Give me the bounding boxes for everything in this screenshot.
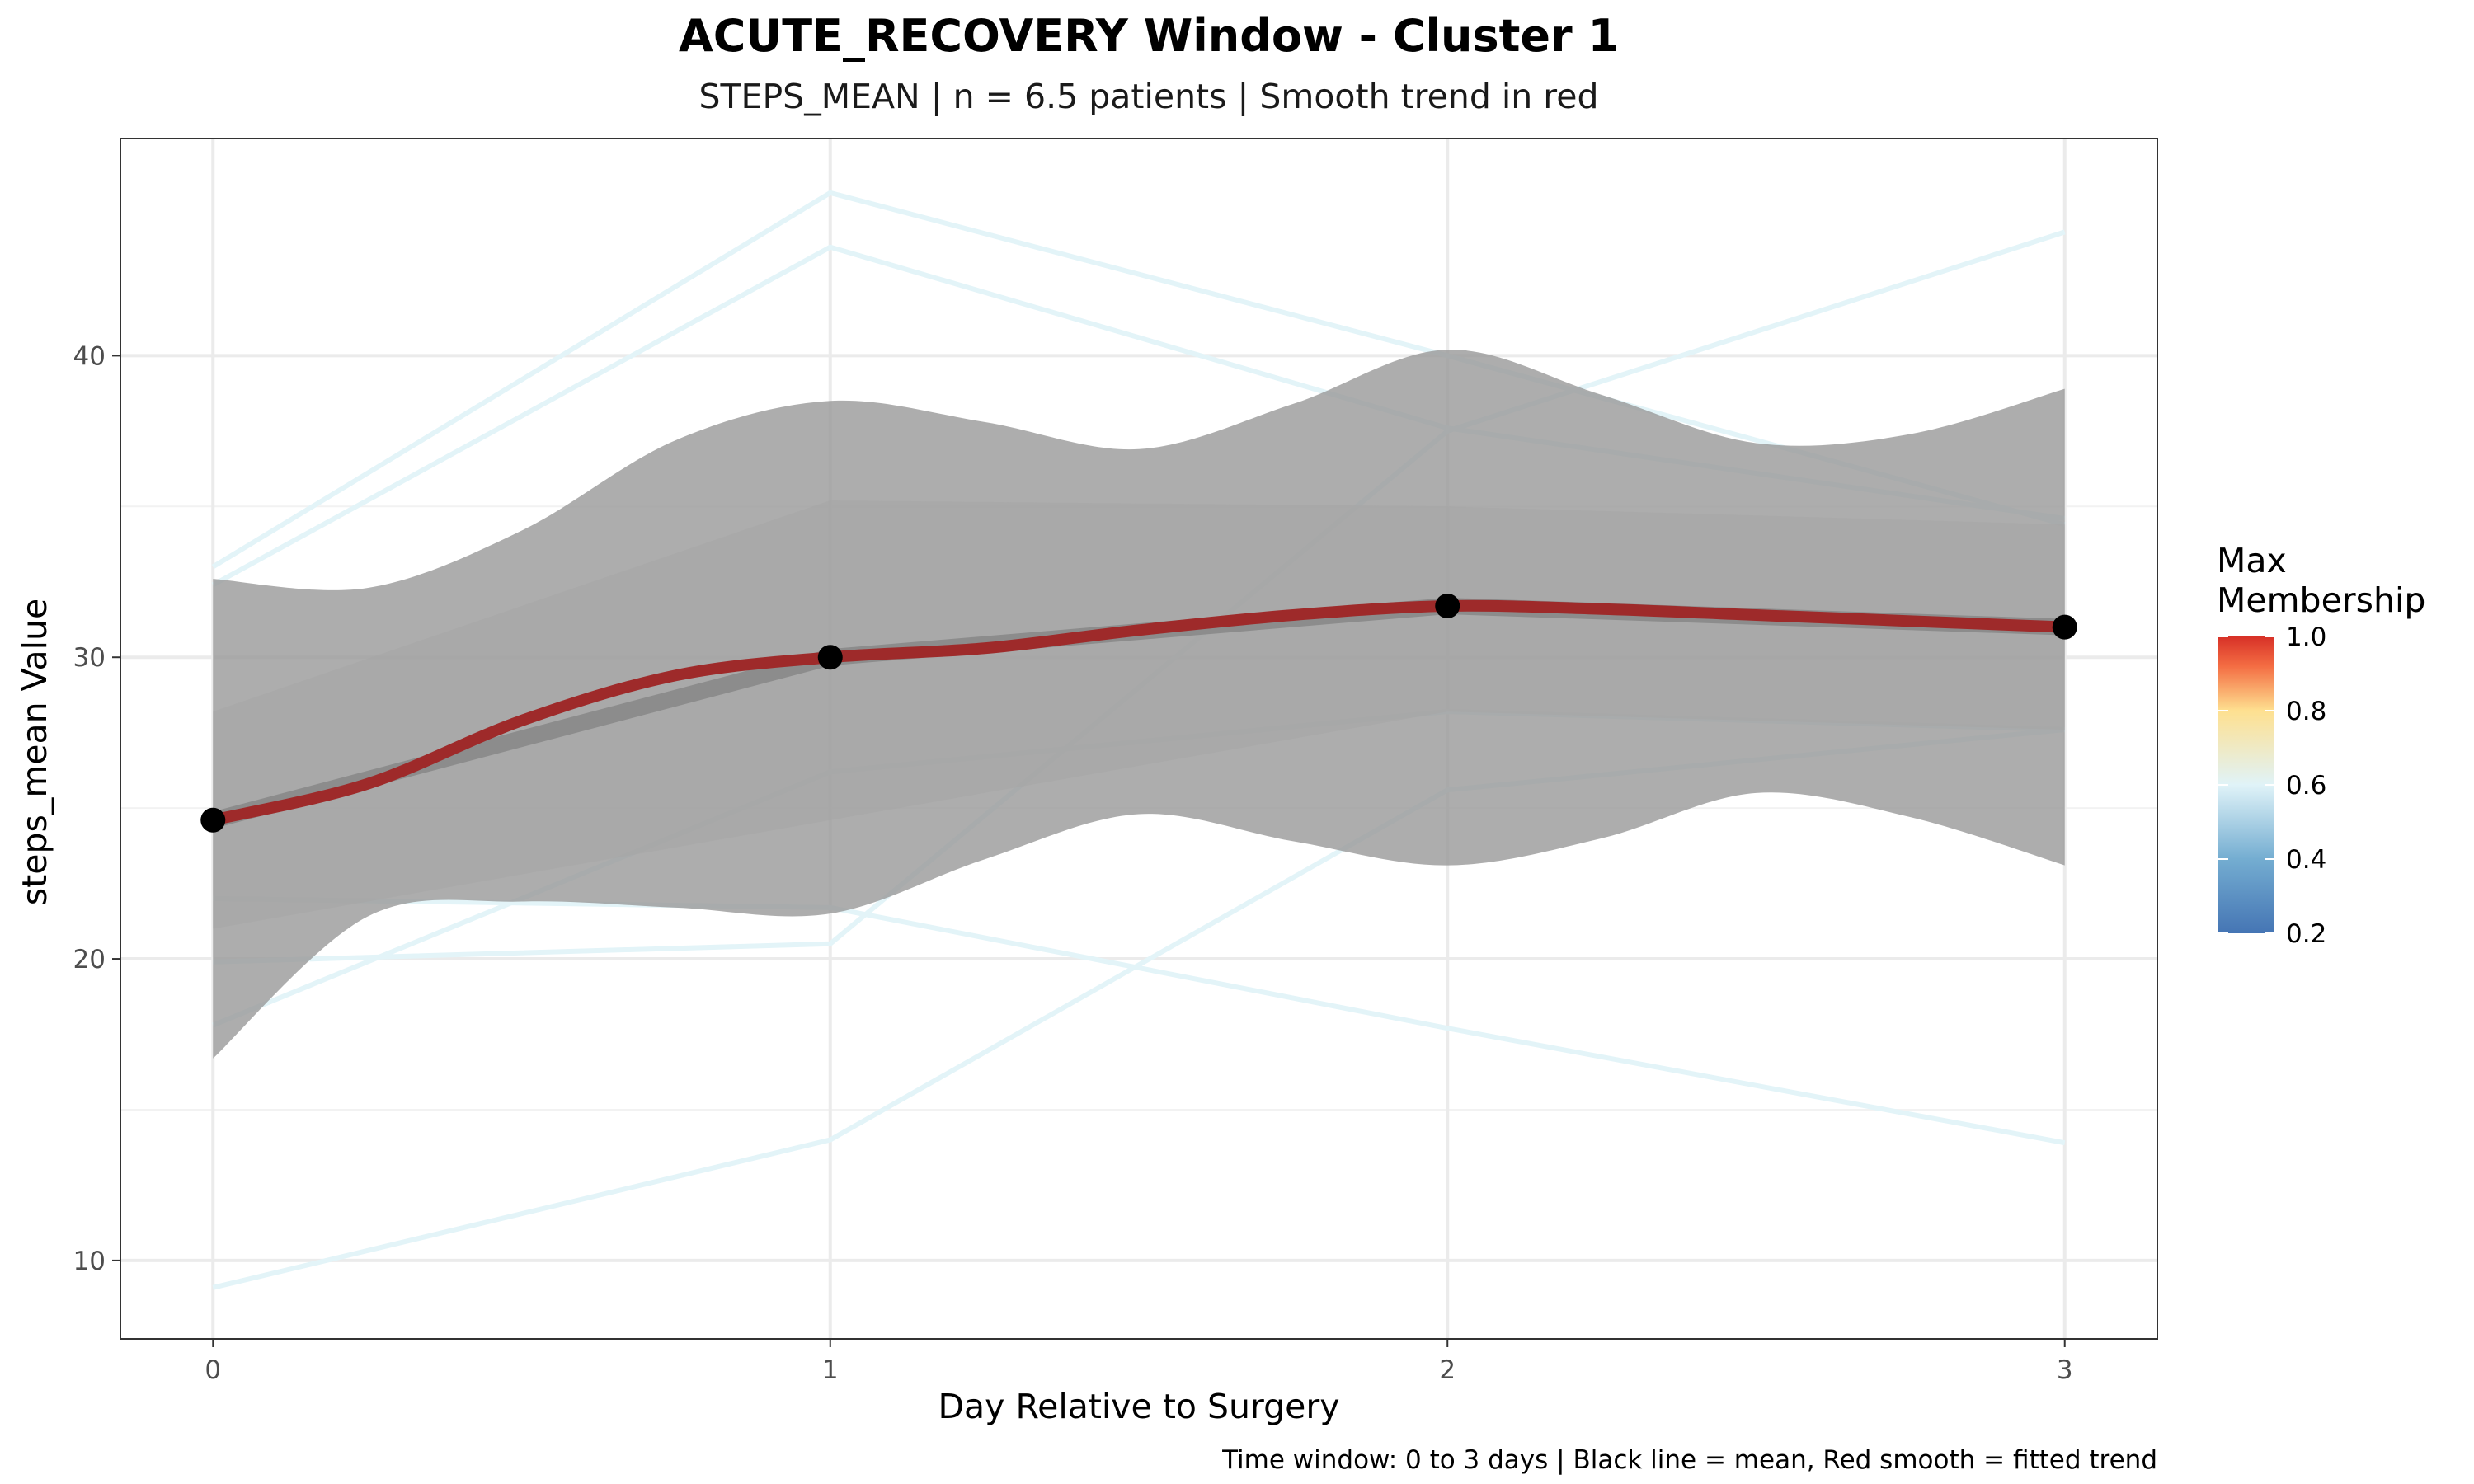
- chart-subtitle: STEPS_MEAN | n = 6.5 patients | Smooth t…: [698, 77, 1598, 116]
- x-tick-label: 3: [2057, 1355, 2073, 1385]
- y-tick-label: 10: [73, 1247, 106, 1276]
- x-axis-title: Day Relative to Surgery: [938, 1387, 1339, 1426]
- mean-point: [817, 645, 843, 670]
- legend-tick-label: 1.0: [2286, 622, 2326, 652]
- legend-tick-label: 0.2: [2286, 919, 2326, 949]
- axis-layer: 10 20 30 40 0 1 2 3: [73, 341, 2073, 1385]
- mean-points: [200, 594, 2077, 833]
- legend: Max Membership 0.2 0.4 0.6 0.8 1.0: [2217, 541, 2425, 949]
- legend-tick-label: 0.6: [2286, 771, 2326, 801]
- patient-line: [213, 895, 2066, 1146]
- mean-point: [200, 807, 226, 833]
- legend-ticks: 0.2 0.4 0.6 0.8 1.0: [2218, 622, 2326, 949]
- smooth-trend-line: [207, 599, 2071, 826]
- x-tick-label: 0: [205, 1355, 221, 1385]
- legend-tick-label: 0.8: [2286, 697, 2326, 726]
- chart-caption: Time window: 0 to 3 days | Black line = …: [1221, 1445, 2157, 1475]
- patient-line: [211, 190, 2066, 570]
- y-axis-title: steps_mean Value: [15, 599, 54, 905]
- legend-tick-label: 0.4: [2286, 845, 2326, 875]
- y-tick-label: 30: [73, 643, 106, 673]
- x-tick-label: 1: [822, 1355, 839, 1385]
- plot-border: [120, 138, 2158, 1340]
- y-tick-label: 20: [73, 945, 106, 974]
- legend-title-line-1: Max: [2217, 541, 2287, 580]
- y-tick-label: 40: [73, 341, 106, 371]
- legend-title-line-2: Membership: [2217, 580, 2425, 620]
- mean-point: [1435, 594, 1460, 619]
- x-tick-label: 2: [1439, 1355, 1456, 1385]
- chart-title: ACUTE_RECOVERY Window - Cluster 1: [679, 10, 1619, 62]
- smooth-trend-layer: [207, 599, 2071, 826]
- mean-point: [2052, 614, 2077, 640]
